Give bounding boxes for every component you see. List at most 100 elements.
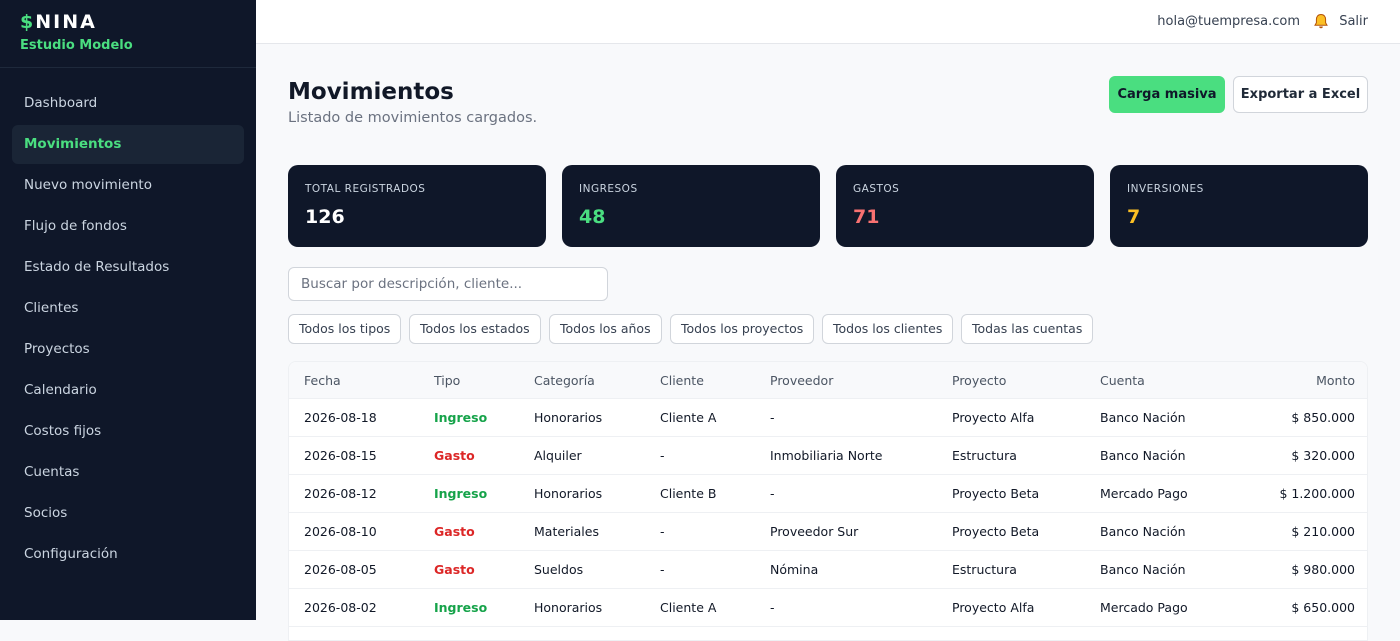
column-header: Cuenta bbox=[1100, 373, 1145, 388]
logout-link[interactable]: Salir bbox=[1339, 14, 1368, 29]
cell: Proveedor Sur bbox=[770, 524, 859, 539]
nav-item[interactable]: Proyectos bbox=[24, 341, 90, 357]
nav-item[interactable]: Flujo de fondos bbox=[24, 218, 127, 234]
stat-value: 7 bbox=[1127, 206, 1141, 228]
table: Fecha Tipo Categoría Cliente Proveedor Proyec… bbox=[288, 361, 1368, 641]
nav-item[interactable]: Movimientos bbox=[12, 125, 244, 164]
cell: Nómina bbox=[770, 562, 819, 577]
stat-label: INGRESOS bbox=[579, 183, 638, 195]
cell: Ingreso bbox=[434, 486, 488, 501]
table-row[interactable]: 2026-08-02 Ingreso Honorarios Cliente A - Pro… bbox=[289, 589, 1367, 627]
cell: Proyecto Beta bbox=[952, 486, 1040, 501]
cell: - bbox=[770, 486, 775, 501]
nav-item[interactable]: Dashboard bbox=[24, 95, 98, 111]
cell: $ 210.000 bbox=[1291, 524, 1355, 539]
bell-icon[interactable] bbox=[1313, 13, 1329, 30]
cell: - bbox=[770, 600, 775, 615]
table-row[interactable]: 2026-08-18 Ingreso Honorarios Cliente A - Pro… bbox=[289, 399, 1367, 437]
cell: Banco Nación bbox=[1100, 562, 1186, 577]
cell: Gasto bbox=[434, 562, 475, 577]
cell: Cliente A bbox=[660, 410, 717, 425]
cell: Mercado Pago bbox=[1100, 600, 1188, 615]
bulk-upload-button[interactable]: Carga masiva bbox=[1109, 76, 1225, 113]
column-header: Monto bbox=[1316, 373, 1355, 388]
column-header: Categoría bbox=[534, 373, 595, 388]
column-header: Fecha bbox=[304, 373, 341, 388]
brand-symbol: $ bbox=[20, 11, 36, 33]
cell: Estructura bbox=[952, 448, 1017, 463]
search-input[interactable]: Buscar por descripción, cliente... bbox=[288, 267, 608, 301]
filter-dropdown[interactable]: Todos los proyectos bbox=[670, 314, 815, 344]
cell: - bbox=[770, 410, 775, 425]
cell: Ingreso bbox=[434, 600, 488, 615]
cell: Banco Nación bbox=[1100, 448, 1186, 463]
filter-dropdown[interactable]: Todos los estados bbox=[409, 314, 541, 344]
stat-card: INVERSIONES 7 bbox=[1110, 165, 1368, 247]
cell: $ 650.000 bbox=[1291, 600, 1355, 615]
stat-value: 71 bbox=[853, 206, 880, 228]
user-email: hola@tuempresa.com bbox=[1157, 14, 1300, 29]
column-header: Tipo bbox=[434, 373, 461, 388]
filter-dropdown[interactable]: Todas las cuentas bbox=[961, 314, 1094, 344]
stat-label: TOTAL REGISTRADOS bbox=[305, 183, 426, 195]
cell: Honorarios bbox=[534, 410, 603, 425]
cell: Estructura bbox=[952, 562, 1017, 577]
filter-dropdown[interactable]: Todos los años bbox=[549, 314, 662, 344]
sidebar: $NINA Estudio Modelo Dashboard Movimiento… bbox=[0, 0, 256, 620]
cell: 2026-08-15 bbox=[304, 448, 377, 463]
nav-item[interactable]: Clientes bbox=[24, 300, 79, 316]
nav-item[interactable]: Nuevo movimiento bbox=[24, 177, 152, 193]
filter-dropdown[interactable]: Todos los tipos bbox=[288, 314, 402, 344]
topbar: hola@tuempresa.com Salir bbox=[256, 0, 1400, 44]
nav-item[interactable]: Estado de Resultados bbox=[24, 259, 170, 275]
cell: Ingreso bbox=[434, 410, 488, 425]
stat-value: 48 bbox=[579, 206, 606, 228]
cell: 2026-08-18 bbox=[304, 410, 377, 425]
cell: Honorarios bbox=[534, 600, 603, 615]
cell: $ 1.200.000 bbox=[1279, 486, 1355, 501]
stat-card: TOTAL REGISTRADOS 126 bbox=[288, 165, 546, 247]
page-title: Movimientos bbox=[288, 79, 454, 105]
column-header: Cliente bbox=[660, 373, 704, 388]
cell: Honorarios bbox=[534, 486, 603, 501]
divider bbox=[0, 67, 256, 68]
cell: Proyecto Alfa bbox=[952, 600, 1035, 615]
nav-item[interactable]: Socios bbox=[24, 505, 68, 521]
cell: $ 850.000 bbox=[1291, 410, 1355, 425]
filter-dropdown[interactable]: Todos los clientes bbox=[822, 314, 954, 344]
nav-item[interactable]: Calendario bbox=[24, 382, 97, 398]
cell: Banco Nación bbox=[1100, 524, 1186, 539]
cell: Cliente A bbox=[660, 600, 717, 615]
table-row[interactable]: 2026-08-15 Gasto Alquiler - Inmobiliaria Nor… bbox=[289, 437, 1367, 475]
brand: $NINA bbox=[20, 11, 97, 33]
cell: 2026-08-05 bbox=[304, 562, 377, 577]
cell: $ 320.000 bbox=[1291, 448, 1355, 463]
cell: - bbox=[660, 448, 665, 463]
column-header: Proyecto bbox=[952, 373, 1007, 388]
table-row[interactable]: 2026-08-05 Gasto Sueldos - Nómina Estructura B… bbox=[289, 551, 1367, 589]
stat-card: GASTOS 71 bbox=[836, 165, 1094, 247]
cell: 2026-08-10 bbox=[304, 524, 377, 539]
cell: Inmobiliaria Norte bbox=[770, 448, 883, 463]
cell: Proyecto Beta bbox=[952, 524, 1040, 539]
brand-name: NINA bbox=[35, 11, 97, 33]
table-row[interactable]: 2026-08-10 Gasto Materiales - Proveedor Sur P… bbox=[289, 513, 1367, 551]
cell: - bbox=[660, 524, 665, 539]
cell: Proyecto Alfa bbox=[952, 410, 1035, 425]
cell: Gasto bbox=[434, 448, 475, 463]
cell: Gasto bbox=[434, 524, 475, 539]
cell: 2026-08-12 bbox=[304, 486, 377, 501]
table-row[interactable]: 2026-08-12 Ingreso Honorarios Cliente B - Pro… bbox=[289, 475, 1367, 513]
cell: $ 980.000 bbox=[1291, 562, 1355, 577]
column-header: Proveedor bbox=[770, 373, 834, 388]
nav-item[interactable]: Configuración bbox=[24, 546, 118, 562]
nav-item[interactable]: Cuentas bbox=[24, 464, 80, 480]
stat-value: 126 bbox=[305, 206, 345, 228]
cell: Materiales bbox=[534, 524, 599, 539]
nav-item[interactable]: Costos fijos bbox=[24, 423, 102, 439]
export-button[interactable]: Exportar a Excel bbox=[1233, 76, 1368, 113]
brand-subtitle: Estudio Modelo bbox=[20, 38, 133, 53]
cell: Alquiler bbox=[534, 448, 582, 463]
table-header: Fecha Tipo Categoría Cliente Proveedor Proyec… bbox=[289, 362, 1367, 399]
